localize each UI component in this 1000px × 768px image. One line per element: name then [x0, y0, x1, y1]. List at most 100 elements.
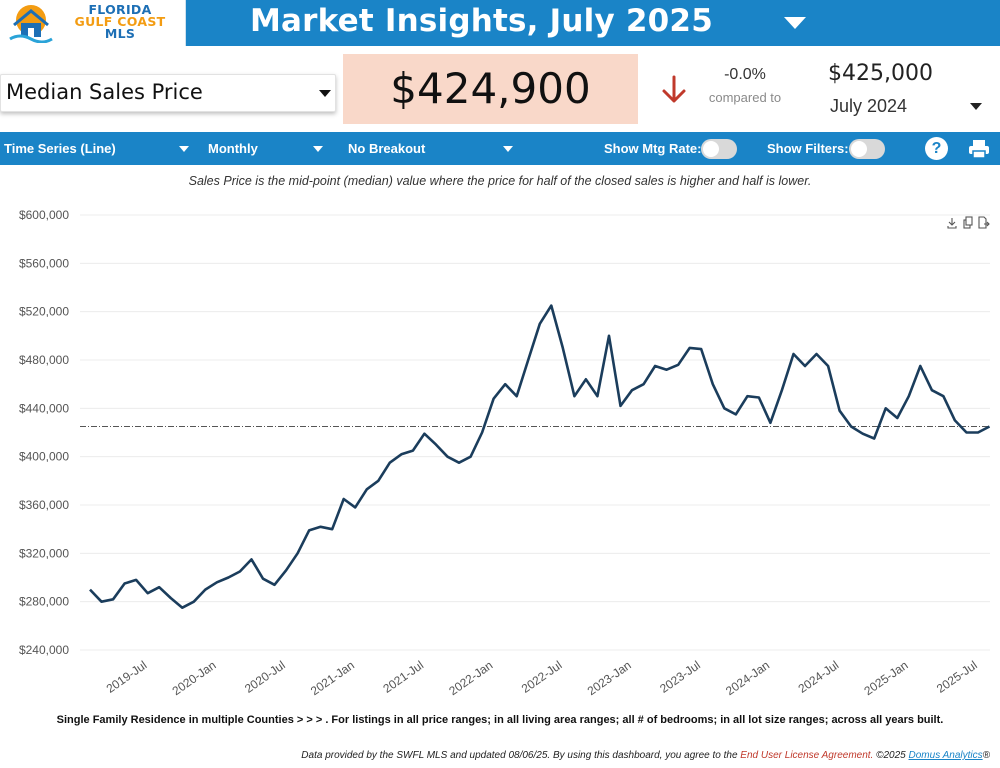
data-point[interactable]	[214, 579, 220, 585]
data-point[interactable]	[352, 504, 358, 510]
data-point[interactable]	[675, 362, 681, 368]
data-point[interactable]	[837, 408, 843, 414]
interval-dropdown[interactable]: Monthly	[208, 141, 258, 156]
help-icon[interactable]: ?	[925, 137, 948, 160]
download-icon[interactable]	[947, 218, 957, 229]
data-point[interactable]	[940, 393, 946, 399]
data-point[interactable]	[952, 417, 958, 423]
data-point[interactable]	[537, 321, 543, 327]
data-point[interactable]	[260, 576, 266, 582]
data-point[interactable]	[594, 393, 600, 399]
data-point[interactable]	[225, 575, 231, 581]
data-point[interactable]	[848, 423, 854, 429]
data-point[interactable]	[318, 524, 324, 530]
copy-icon[interactable]	[963, 216, 973, 229]
data-point[interactable]	[548, 303, 554, 309]
data-point[interactable]	[421, 431, 427, 437]
data-point[interactable]	[375, 478, 381, 484]
data-point[interactable]	[295, 550, 301, 556]
data-point[interactable]	[814, 351, 820, 357]
data-point[interactable]	[387, 460, 393, 466]
data-point[interactable]	[906, 393, 912, 399]
data-point[interactable]	[802, 363, 808, 369]
x-tick-label: 2024-Jul	[796, 658, 842, 696]
data-point[interactable]	[606, 333, 612, 339]
data-point[interactable]	[664, 367, 670, 373]
data-point[interactable]	[779, 387, 785, 393]
data-point[interactable]	[871, 436, 877, 442]
data-point[interactable]	[110, 596, 116, 602]
data-point[interactable]	[122, 581, 128, 587]
domus-link[interactable]: Domus Analytics	[908, 750, 983, 761]
data-point[interactable]	[398, 451, 404, 457]
data-point[interactable]	[145, 590, 151, 596]
data-point[interactable]	[687, 345, 693, 351]
metric-dropdown[interactable]: Median Sales Price	[0, 74, 336, 112]
data-point[interactable]	[583, 376, 589, 382]
data-point[interactable]	[629, 387, 635, 393]
data-point[interactable]	[133, 577, 139, 583]
chevron-down-icon[interactable]	[784, 17, 806, 29]
data-point[interactable]	[975, 430, 981, 436]
data-point[interactable]	[364, 486, 370, 492]
data-point[interactable]	[456, 460, 462, 466]
data-point[interactable]	[202, 587, 208, 593]
compare-period-dropdown[interactable]: July 2024	[830, 96, 908, 116]
chevron-down-icon[interactable]	[970, 103, 982, 110]
data-point[interactable]	[894, 415, 900, 421]
data-point[interactable]	[733, 411, 739, 417]
data-point[interactable]	[963, 430, 969, 436]
data-point[interactable]	[248, 556, 254, 562]
data-point[interactable]	[929, 387, 935, 393]
data-point[interactable]	[514, 393, 520, 399]
data-point[interactable]	[710, 381, 716, 387]
data-point[interactable]	[433, 442, 439, 448]
data-point[interactable]	[617, 403, 623, 409]
data-point[interactable]	[491, 396, 497, 402]
data-point[interactable]	[272, 582, 278, 588]
data-point[interactable]	[479, 430, 485, 436]
data-point[interactable]	[283, 567, 289, 573]
data-point[interactable]	[987, 423, 993, 429]
data-point[interactable]	[168, 595, 174, 601]
data-point[interactable]	[883, 405, 889, 411]
filters-toggle[interactable]	[849, 139, 885, 159]
data-point[interactable]	[329, 526, 335, 532]
registered-mark: ®	[982, 750, 990, 761]
data-point[interactable]	[341, 496, 347, 502]
data-point[interactable]	[825, 363, 831, 369]
data-point[interactable]	[99, 599, 105, 605]
data-point[interactable]	[191, 599, 197, 605]
data-point[interactable]	[698, 346, 704, 352]
median-price-series-line[interactable]	[89, 304, 991, 610]
mls-logo[interactable]: FLORIDA GULF COAST MLS	[0, 0, 186, 46]
data-point[interactable]	[87, 587, 93, 593]
data-point[interactable]	[860, 431, 866, 437]
credits-text: Data provided by the SWFL MLS and update…	[301, 750, 738, 761]
data-point[interactable]	[525, 357, 531, 363]
data-point[interactable]	[468, 454, 474, 460]
data-point[interactable]	[502, 381, 508, 387]
data-point[interactable]	[237, 568, 243, 574]
data-point[interactable]	[560, 345, 566, 351]
data-point[interactable]	[179, 605, 185, 611]
data-point[interactable]	[756, 394, 762, 400]
data-point[interactable]	[306, 527, 312, 533]
data-point[interactable]	[652, 363, 658, 369]
data-point[interactable]	[156, 584, 162, 590]
eula-link[interactable]: End User License Agreement.	[740, 750, 874, 761]
data-point[interactable]	[767, 420, 773, 426]
data-point[interactable]	[410, 448, 416, 454]
data-point[interactable]	[790, 351, 796, 357]
breakout-dropdown[interactable]: No Breakout	[348, 141, 426, 156]
data-point[interactable]	[721, 405, 727, 411]
data-point[interactable]	[445, 454, 451, 460]
chart-type-dropdown[interactable]: Time Series (Line)	[4, 141, 116, 156]
data-point[interactable]	[641, 381, 647, 387]
data-point[interactable]	[917, 363, 923, 369]
print-icon[interactable]	[968, 139, 990, 159]
mtg-rate-toggle[interactable]	[701, 139, 737, 159]
export-icon[interactable]	[978, 216, 990, 229]
data-point[interactable]	[744, 393, 750, 399]
data-point[interactable]	[571, 393, 577, 399]
